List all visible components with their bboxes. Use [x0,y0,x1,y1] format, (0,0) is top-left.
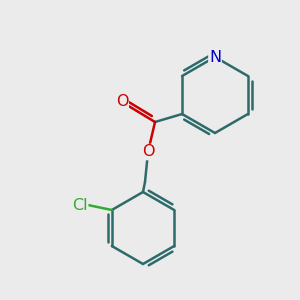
Text: Cl: Cl [72,197,88,212]
Text: O: O [142,145,154,160]
Text: N: N [209,50,221,64]
Text: O: O [116,94,128,110]
